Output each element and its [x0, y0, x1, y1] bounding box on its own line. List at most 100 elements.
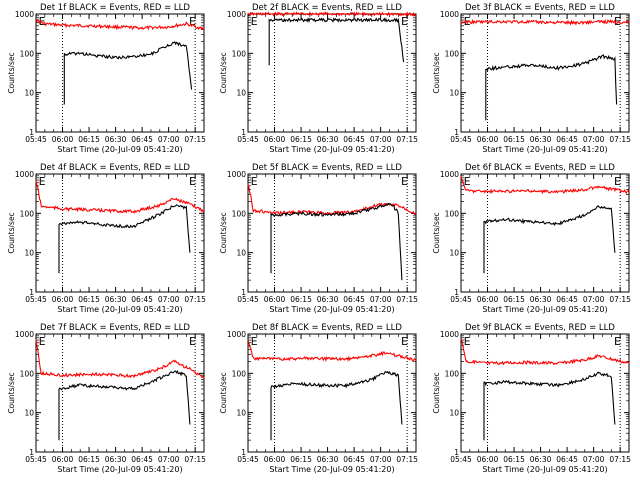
event-marker: E	[251, 175, 258, 188]
y-tick-label: 100	[20, 49, 35, 58]
y-tick-label: 1000	[227, 330, 246, 339]
x-axis-label: Start Time (20-Jul-09 05:41:20)	[482, 465, 607, 474]
event-marker: E	[189, 15, 196, 28]
y-axis-label: Counts/sec	[219, 52, 228, 93]
chart-panel-6: Det 6f BLACK = Events, RED = LLD 1 10 100 10…	[432, 163, 631, 314]
x-axis-label: Start Time (20-Jul-09 05:41:20)	[269, 145, 394, 154]
x-tick-label: 07:00	[158, 295, 180, 304]
x-tick-label: 07:00	[370, 135, 392, 144]
x-tick-label: 06:45	[343, 135, 365, 144]
x-tick-label: 06:30	[317, 295, 339, 304]
y-tick-label: 100	[232, 369, 247, 378]
y-tick-label: 10	[449, 89, 459, 98]
y-axis-label: Counts/sec	[219, 212, 228, 253]
plot-frame	[247, 173, 417, 293]
y-tick-label: 100	[20, 369, 35, 378]
x-tick-label: 05:45	[450, 455, 472, 464]
event-marker: E	[464, 15, 471, 28]
x-tick-label: 07:15	[396, 135, 418, 144]
chart-title: Det 8f BLACK = Events, RED = LLD	[252, 323, 402, 333]
x-tick-label: 06:30	[105, 135, 127, 144]
event-marker: E	[401, 335, 408, 348]
lld-series-line	[35, 18, 205, 31]
x-tick-label: 07:15	[609, 295, 631, 304]
x-tick-label: 06:00	[477, 135, 499, 144]
x-tick-label: 07:15	[184, 455, 206, 464]
y-tick-label: 10	[24, 89, 34, 98]
y-tick-label: 10	[449, 409, 459, 418]
y-tick-label: 10	[236, 249, 246, 258]
chart-title: Det 2f BLACK = Events, RED = LLD	[252, 3, 402, 13]
x-tick-label: 06:00	[52, 135, 74, 144]
events-series-line	[58, 204, 191, 274]
x-tick-label: 07:15	[184, 135, 206, 144]
event-marker: E	[189, 175, 196, 188]
x-tick-label: 06:45	[556, 295, 578, 304]
x-tick-label: 07:15	[609, 135, 631, 144]
lld-series-line	[247, 183, 417, 216]
x-axis-label: Start Time (20-Jul-09 05:41:20)	[482, 305, 607, 314]
chart-title: Det 9f BLACK = Events, RED = LLD	[465, 323, 615, 333]
chart-panel-2: Det 2f BLACK = Events, RED = LLD 1 10 100 10…	[219, 3, 418, 154]
x-tick-label: 07:00	[370, 295, 392, 304]
x-tick-label: 05:45	[25, 135, 47, 144]
x-tick-label: 07:15	[184, 295, 206, 304]
lld-series-line	[460, 338, 630, 366]
y-tick-label: 100	[232, 49, 247, 58]
x-tick-label: 05:45	[237, 135, 259, 144]
x-tick-label: 06:00	[264, 455, 286, 464]
y-axis-label: Counts/sec	[7, 52, 16, 93]
x-axis-label: Start Time (20-Jul-09 05:41:20)	[269, 305, 394, 314]
y-axis-label: Counts/sec	[432, 52, 441, 93]
y-tick-label: 1000	[440, 170, 459, 179]
chart-panel-1: Det 1f BLACK = Events, RED = LLD 1 10 100 10…	[7, 3, 206, 154]
y-tick-label: 1	[241, 288, 246, 297]
x-tick-label: 05:45	[237, 295, 259, 304]
chart-panel-4: Det 4f BLACK = Events, RED = LLD 1 10 100 10…	[7, 163, 206, 314]
chart-panel-7: Det 7f BLACK = Events, RED = LLD 1 10 100 10…	[7, 323, 206, 474]
x-tick-label: 06:45	[343, 455, 365, 464]
chart-panel-8: Det 8f BLACK = Events, RED = LLD 1 10 100 10…	[219, 323, 418, 474]
chart-title: Det 1f BLACK = Events, RED = LLD	[40, 3, 190, 13]
events-series-line	[483, 371, 616, 441]
event-marker: E	[464, 175, 471, 188]
x-tick-label: 05:45	[450, 135, 472, 144]
y-tick-label: 1	[454, 128, 459, 137]
lld-series-line	[35, 180, 205, 214]
y-tick-label: 1000	[15, 170, 34, 179]
event-marker: E	[614, 175, 621, 188]
x-tick-label: 06:15	[78, 135, 100, 144]
plot-frame	[460, 173, 630, 293]
y-tick-label: 100	[445, 49, 460, 58]
x-axis-label: Start Time (20-Jul-09 05:41:20)	[57, 145, 182, 154]
x-tick-label: 05:45	[25, 295, 47, 304]
x-tick-label: 06:30	[530, 135, 552, 144]
plot-frame	[35, 173, 205, 293]
chart-title: Det 6f BLACK = Events, RED = LLD	[465, 163, 615, 173]
y-tick-label: 1000	[227, 170, 246, 179]
y-tick-label: 10	[236, 89, 246, 98]
x-tick-label: 07:00	[583, 135, 605, 144]
y-axis-label: Counts/sec	[7, 372, 16, 413]
x-tick-label: 06:30	[105, 295, 127, 304]
chart-panel-3: Det 3f BLACK = Events, RED = LLD 1 10 100 10…	[432, 3, 631, 154]
y-axis-label: Counts/sec	[432, 212, 441, 253]
plot-frame	[35, 13, 205, 133]
y-tick-label: 1	[241, 128, 246, 137]
x-tick-label: 07:15	[396, 455, 418, 464]
events-series-line	[63, 41, 193, 105]
y-tick-label: 100	[445, 369, 460, 378]
x-tick-label: 06:00	[477, 295, 499, 304]
y-tick-label: 1000	[440, 330, 459, 339]
x-tick-label: 06:45	[556, 455, 578, 464]
events-series-line	[270, 370, 403, 441]
chart-title: Det 7f BLACK = Events, RED = LLD	[40, 323, 190, 333]
x-tick-label: 07:00	[583, 455, 605, 464]
y-tick-label: 100	[20, 209, 35, 218]
plot-frame	[247, 13, 417, 133]
x-tick-label: 06:30	[317, 135, 339, 144]
x-tick-label: 06:15	[503, 295, 525, 304]
x-tick-label: 06:30	[530, 295, 552, 304]
x-tick-label: 05:45	[450, 295, 472, 304]
y-axis-label: Counts/sec	[219, 372, 228, 413]
